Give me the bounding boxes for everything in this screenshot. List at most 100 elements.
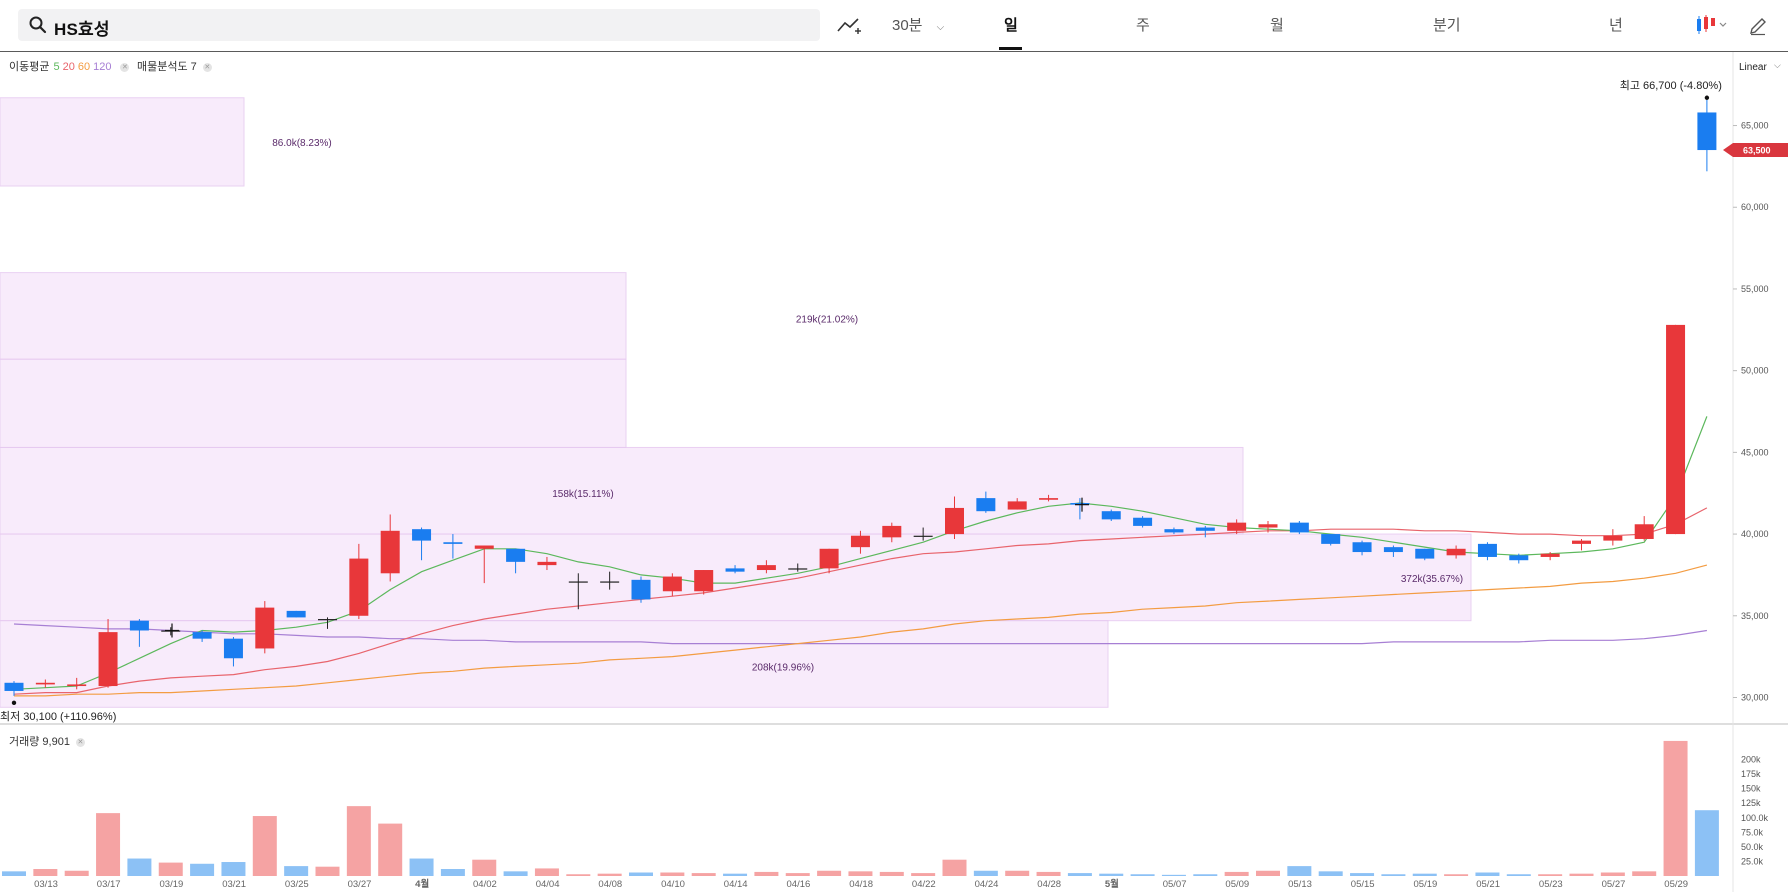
- volume-profile-label: 매물분석도 7: [137, 61, 197, 73]
- volume-bar: [879, 871, 904, 876]
- candle-body: [380, 530, 400, 574]
- candle-body: [223, 638, 243, 659]
- x-axis-label: 04/24: [975, 879, 999, 890]
- candle-body: [1289, 522, 1309, 533]
- candle-body: [600, 581, 620, 583]
- volume-bar: [1130, 874, 1155, 876]
- tab-month[interactable]: 월: [1270, 17, 1284, 34]
- candle-body: [788, 568, 808, 570]
- candle-body: [318, 619, 337, 621]
- candle-body: [1258, 524, 1278, 528]
- volume-bar: [754, 871, 779, 876]
- volume-bar: [566, 874, 591, 876]
- x-axis-label: 04/04: [536, 879, 560, 890]
- candle-body: [694, 570, 714, 592]
- candle-body: [1540, 553, 1560, 557]
- candle-type-icon[interactable]: [1694, 14, 1732, 36]
- candle-body: [1164, 529, 1184, 533]
- volume-bar: [1444, 874, 1469, 876]
- price-tick-label: 30,000: [1741, 692, 1769, 702]
- ma-legend[interactable]: 이동평균 5 20 60 120 ✕: [9, 58, 133, 74]
- close-icon[interactable]: ✕: [75, 738, 85, 747]
- x-axis-label: 05/27: [1602, 879, 1626, 890]
- close-icon[interactable]: ✕: [202, 63, 212, 72]
- chevron-down-icon[interactable]: ⌵: [1774, 60, 1781, 70]
- candle-body: [882, 525, 902, 538]
- close-icon[interactable]: ✕: [120, 63, 130, 72]
- x-axis-label: 5월: [1105, 878, 1119, 890]
- volume-tick-label: 100.0k: [1741, 813, 1769, 823]
- candle-body: [1101, 511, 1121, 520]
- volume-bar: [1067, 873, 1092, 876]
- volume-tick-label: 175k: [1741, 769, 1761, 779]
- low-price-label: 최저 30,100 (+110.96%): [0, 710, 116, 723]
- search-box[interactable]: HS효성: [18, 9, 820, 41]
- interval-select[interactable]: 30분 ⌵: [892, 14, 944, 35]
- price-tick-label: 50,000: [1741, 366, 1769, 376]
- x-axis-label: 05/29: [1664, 879, 1688, 890]
- candle-body: [913, 535, 933, 537]
- volume-profile-bar: [0, 272, 627, 360]
- volume-bar: [1412, 873, 1437, 876]
- last-price-tag: [1723, 143, 1788, 158]
- candle-body: [756, 565, 776, 571]
- tab-year[interactable]: 년: [1609, 17, 1623, 34]
- x-axis-label: 03/25: [285, 879, 309, 890]
- volume-bar: [1569, 873, 1594, 876]
- volume-bar: [534, 868, 559, 876]
- x-axis-label: 04/10: [661, 879, 685, 890]
- ma-period-60: 60: [77, 61, 91, 73]
- search-icon: [29, 16, 47, 34]
- volume-bar: [1350, 873, 1375, 876]
- tab-day[interactable]: 일: [1004, 17, 1018, 34]
- volume-bar: [472, 859, 497, 876]
- volume-profile-legend[interactable]: 매물분석도 7 ✕: [137, 58, 216, 74]
- volume-bar: [1506, 874, 1531, 876]
- volume-bar: [378, 823, 403, 876]
- volume-profile-bar: [0, 533, 1472, 622]
- x-axis-label: 03/27: [348, 879, 372, 890]
- candle-body: [1039, 498, 1059, 500]
- candle-body: [1195, 527, 1215, 531]
- volume-profile-bar: [0, 446, 1244, 535]
- volume-tick-label: 200k: [1741, 755, 1761, 765]
- tab-quarter[interactable]: 분기: [1433, 17, 1461, 34]
- volume-bar: [660, 872, 685, 876]
- trend-draw-icon[interactable]: [836, 16, 862, 36]
- candle-body: [1133, 517, 1153, 526]
- candle-body: [1697, 112, 1717, 151]
- scale-type-select[interactable]: Linear: [1739, 62, 1767, 73]
- pencil-icon[interactable]: [1748, 16, 1768, 36]
- x-axis-label: 04/02: [473, 879, 497, 890]
- volume-bar: [1600, 872, 1625, 876]
- volume-profile-label: 372k(35.67%): [1401, 574, 1463, 585]
- candle-body: [1509, 555, 1529, 561]
- volume-bar: [1161, 874, 1186, 876]
- volume-bar: [629, 872, 653, 876]
- volume-bar: [221, 862, 246, 876]
- search-query: HS효성: [54, 20, 110, 39]
- price-tick-label: 45,000: [1741, 447, 1769, 457]
- chevron-down-icon: ⌵: [936, 22, 945, 33]
- volume-bar: [1099, 873, 1124, 876]
- candle-body: [286, 610, 306, 618]
- candle-body: [850, 535, 870, 548]
- candle-body: [976, 498, 996, 512]
- candle-body: [35, 682, 55, 685]
- candle-body: [568, 581, 588, 583]
- price-tick-label: 60,000: [1741, 202, 1769, 212]
- volume-legend[interactable]: 거래량 9,901 ✕: [9, 733, 89, 749]
- candle-body: [1477, 543, 1497, 557]
- volume-bar: [64, 870, 89, 876]
- candle-body: [1415, 548, 1435, 559]
- price-tick-label: 55,000: [1741, 284, 1769, 294]
- ma120-line: [13, 623, 1707, 645]
- volume-bar: [1475, 872, 1500, 876]
- volume-bar: [96, 813, 121, 876]
- x-axis-label: 05/19: [1414, 879, 1438, 890]
- volume-bar: [597, 873, 622, 876]
- volume-tick-label: 25.0k: [1741, 856, 1764, 866]
- candle-body: [129, 620, 149, 631]
- tab-week[interactable]: 주: [1136, 17, 1150, 34]
